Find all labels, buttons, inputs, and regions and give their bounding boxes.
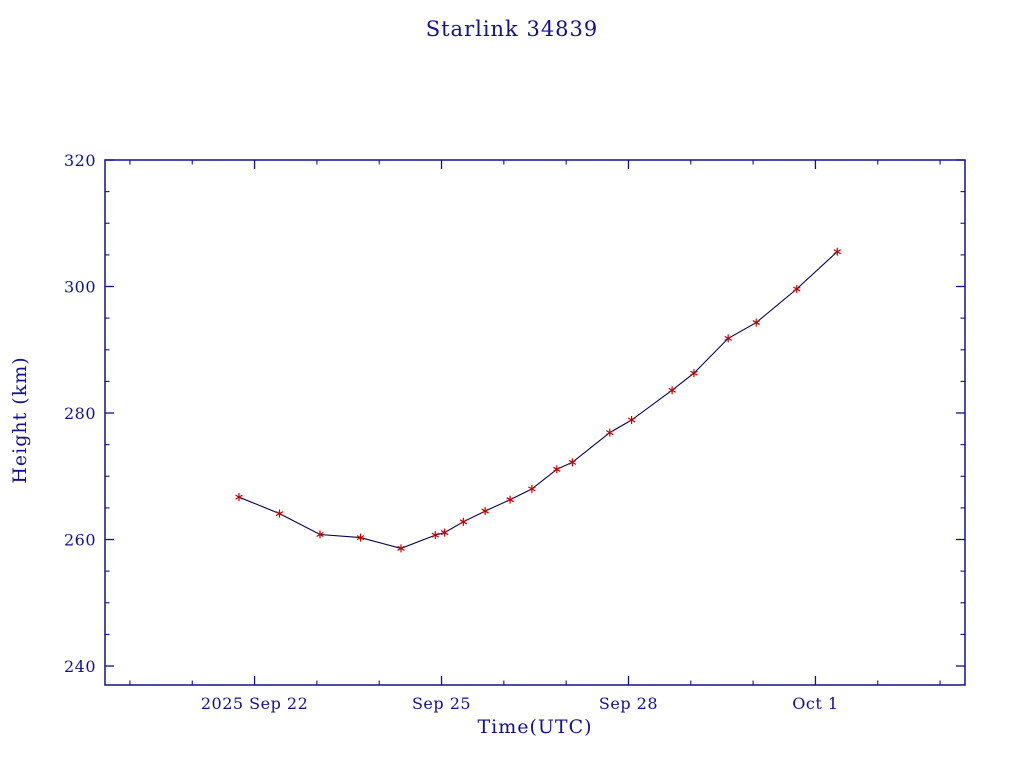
plot-frame bbox=[104, 159, 966, 686]
data-point-marker bbox=[528, 484, 536, 493]
data-point-marker bbox=[235, 493, 243, 502]
data-point-marker bbox=[668, 386, 676, 395]
data-point-marker bbox=[356, 533, 365, 542]
y-tick-label: 300 bbox=[64, 278, 96, 297]
y-tick-label: 280 bbox=[64, 404, 96, 423]
data-point-marker bbox=[606, 428, 614, 437]
height-curve bbox=[238, 251, 838, 549]
data-point-marker bbox=[459, 517, 468, 526]
data-point-marker bbox=[792, 285, 801, 294]
x-tick-label: Sep 28 bbox=[599, 694, 658, 713]
y-tick-label: 320 bbox=[64, 151, 96, 170]
data-point-marker bbox=[440, 528, 449, 537]
data-point-marker bbox=[506, 495, 514, 504]
data-point-marker bbox=[481, 507, 489, 516]
x-tick-label: Sep 25 bbox=[412, 694, 471, 713]
chart-title: Starlink 34839 bbox=[425, 17, 599, 41]
data-point-marker bbox=[752, 318, 760, 327]
data-point-marker bbox=[724, 334, 732, 343]
x-axis-label: Time(UTC) bbox=[477, 716, 593, 738]
data-point-marker bbox=[833, 247, 842, 256]
x-tick-label: Oct 1 bbox=[792, 694, 838, 713]
data-point-marker bbox=[275, 509, 284, 518]
data-point-marker bbox=[627, 415, 636, 424]
data-point-marker bbox=[397, 544, 405, 553]
data-point-marker bbox=[568, 458, 577, 467]
data-point-marker bbox=[316, 530, 324, 539]
y-tick-label: 260 bbox=[64, 531, 96, 550]
data-point-marker bbox=[553, 465, 561, 474]
x-tick-label: 2025 Sep 22 bbox=[201, 694, 308, 713]
y-axis-label: Height (km) bbox=[9, 356, 31, 484]
data-point-marker bbox=[431, 531, 440, 540]
y-tick-label: 240 bbox=[64, 657, 96, 676]
data-point-marker bbox=[690, 369, 698, 378]
